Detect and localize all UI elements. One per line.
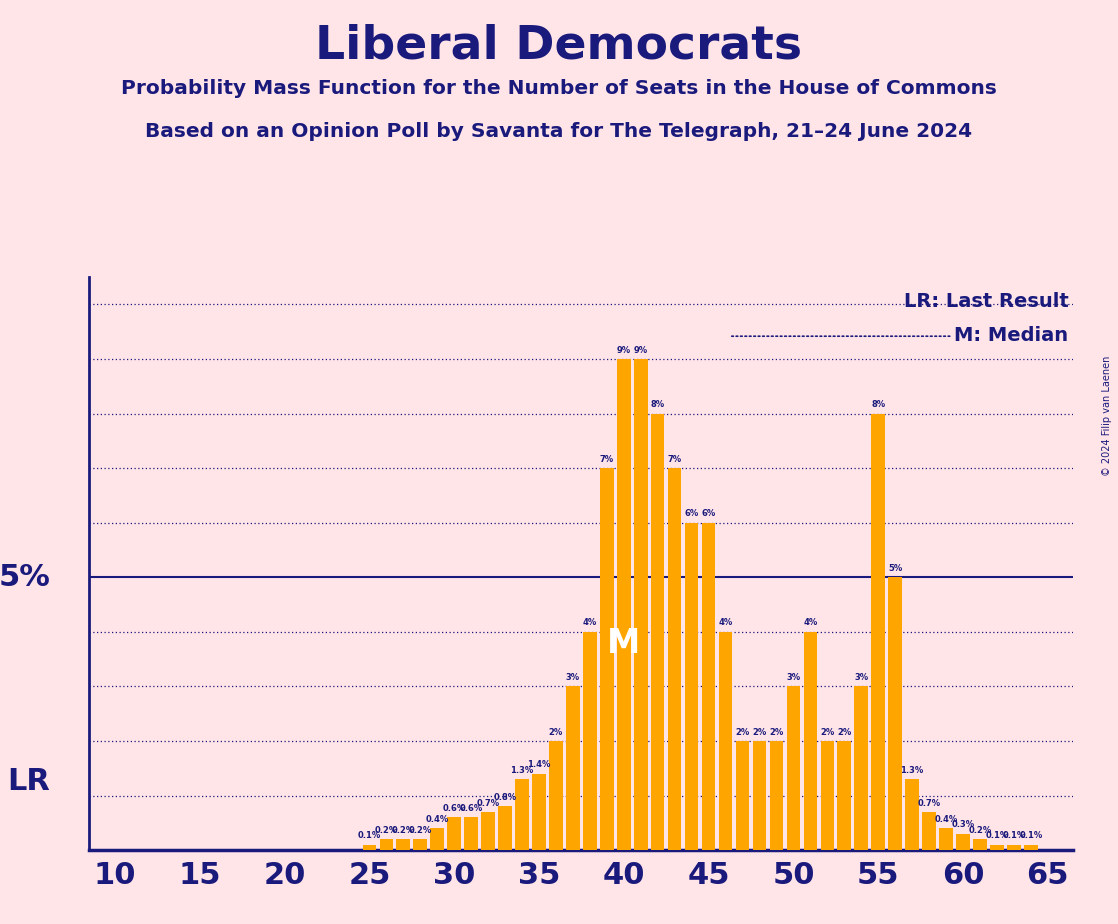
Text: 5%: 5% <box>888 564 902 573</box>
Bar <box>600 468 614 850</box>
Text: 0.2%: 0.2% <box>375 826 398 834</box>
Bar <box>1007 845 1021 850</box>
Text: 1.3%: 1.3% <box>900 766 923 775</box>
Bar <box>515 779 529 850</box>
Bar <box>736 741 749 850</box>
Bar <box>804 632 817 850</box>
Text: 8%: 8% <box>871 400 885 409</box>
Text: 0.1%: 0.1% <box>1002 832 1025 840</box>
Text: 0.6%: 0.6% <box>459 804 483 813</box>
Text: 1.4%: 1.4% <box>528 760 551 770</box>
Text: 2%: 2% <box>752 727 767 736</box>
Bar <box>362 845 376 850</box>
Bar <box>821 741 834 850</box>
Text: 0.7%: 0.7% <box>918 798 940 808</box>
Text: 9%: 9% <box>617 346 631 355</box>
Bar <box>667 468 682 850</box>
Bar <box>991 845 1004 850</box>
Bar <box>584 632 597 850</box>
Text: 0.3%: 0.3% <box>951 821 975 830</box>
Text: 7%: 7% <box>667 455 682 464</box>
Text: 3%: 3% <box>566 673 580 682</box>
Text: 0.4%: 0.4% <box>426 815 448 824</box>
Bar <box>499 807 512 850</box>
Text: 0.8%: 0.8% <box>493 793 517 802</box>
Bar <box>430 828 444 850</box>
Text: 6%: 6% <box>684 509 699 518</box>
Bar <box>651 414 664 850</box>
Text: 5%: 5% <box>0 563 50 591</box>
Text: 0.4%: 0.4% <box>935 815 958 824</box>
Text: 2%: 2% <box>549 727 563 736</box>
Text: 8%: 8% <box>651 400 665 409</box>
Bar <box>464 818 477 850</box>
Text: 4%: 4% <box>582 618 597 627</box>
Text: LR: LR <box>7 767 50 796</box>
Text: 3%: 3% <box>786 673 800 682</box>
Bar <box>566 687 579 850</box>
Bar <box>481 812 495 850</box>
Bar <box>922 812 936 850</box>
Bar <box>702 523 716 850</box>
Text: 0.1%: 0.1% <box>1020 832 1042 840</box>
Bar <box>397 839 410 850</box>
Text: © 2024 Filip van Laenen: © 2024 Filip van Laenen <box>1102 356 1112 476</box>
Text: 4%: 4% <box>719 618 732 627</box>
Text: 0.6%: 0.6% <box>443 804 466 813</box>
Text: 0.2%: 0.2% <box>968 826 992 834</box>
Text: 9%: 9% <box>634 346 647 355</box>
Bar <box>854 687 868 850</box>
Bar <box>906 779 919 850</box>
Bar <box>837 741 851 850</box>
Bar <box>617 359 631 850</box>
Text: 1.3%: 1.3% <box>510 766 533 775</box>
Text: 0.2%: 0.2% <box>391 826 415 834</box>
Text: 0.1%: 0.1% <box>985 832 1008 840</box>
Text: Probability Mass Function for the Number of Seats in the House of Commons: Probability Mass Function for the Number… <box>121 79 997 98</box>
Bar <box>719 632 732 850</box>
Bar <box>379 839 394 850</box>
Bar <box>447 818 461 850</box>
Text: M: M <box>607 627 641 661</box>
Text: 0.2%: 0.2% <box>408 826 432 834</box>
Text: 2%: 2% <box>821 727 834 736</box>
Bar <box>752 741 766 850</box>
Bar <box>549 741 562 850</box>
Text: 4%: 4% <box>803 618 817 627</box>
Text: Liberal Democrats: Liberal Democrats <box>315 23 803 68</box>
Bar <box>1024 845 1038 850</box>
Text: 6%: 6% <box>701 509 716 518</box>
Text: 2%: 2% <box>736 727 750 736</box>
Text: 2%: 2% <box>769 727 784 736</box>
Text: LR: Last Result: LR: Last Result <box>903 292 1069 310</box>
Bar <box>414 839 427 850</box>
Text: 0.1%: 0.1% <box>358 832 381 840</box>
Bar <box>685 523 699 850</box>
Bar <box>956 833 969 850</box>
Bar <box>973 839 987 850</box>
Text: 0.7%: 0.7% <box>476 798 500 808</box>
Text: 2%: 2% <box>837 727 852 736</box>
Text: 7%: 7% <box>599 455 614 464</box>
Bar <box>889 578 902 850</box>
Bar <box>939 828 953 850</box>
Bar <box>787 687 800 850</box>
Bar <box>769 741 784 850</box>
Bar <box>532 773 546 850</box>
Text: M: Median: M: Median <box>955 326 1069 345</box>
Text: 3%: 3% <box>854 673 869 682</box>
Bar <box>634 359 647 850</box>
Bar <box>871 414 885 850</box>
Text: Based on an Opinion Poll by Savanta for The Telegraph, 21–24 June 2024: Based on an Opinion Poll by Savanta for … <box>145 122 973 141</box>
